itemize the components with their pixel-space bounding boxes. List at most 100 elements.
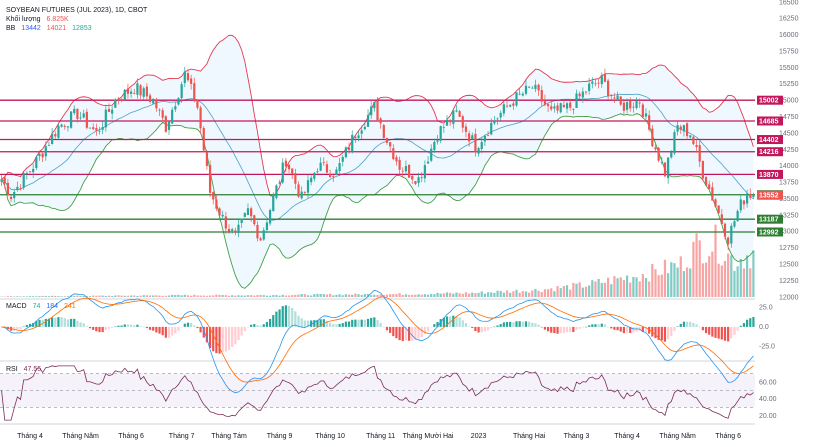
macd-histogram-bar bbox=[303, 320, 306, 327]
macd-tick-label: 0.0 bbox=[759, 324, 769, 331]
candle-body bbox=[483, 135, 487, 142]
macd-histogram-bar bbox=[464, 323, 468, 327]
volume-bar bbox=[480, 291, 483, 297]
candle-body bbox=[543, 100, 547, 105]
candle-body bbox=[363, 126, 366, 130]
macd-histogram-bar bbox=[13, 326, 16, 331]
macd-histogram-bar bbox=[6, 326, 10, 330]
candle-body bbox=[578, 93, 581, 97]
candle-body bbox=[420, 177, 423, 179]
candle-body bbox=[224, 216, 227, 229]
volume-bar bbox=[6, 296, 10, 297]
volume-bar bbox=[205, 295, 209, 297]
candle-body bbox=[183, 71, 186, 84]
price-tick-label: 12500 bbox=[779, 262, 799, 269]
macd-histogram-bar bbox=[559, 326, 562, 333]
symbol-title[interactable]: SOYBEAN FUTURES (JUL 2023), 1D, CBOT bbox=[6, 6, 147, 15]
volume-legend-label: Khối lượng bbox=[6, 16, 41, 23]
volume-bar bbox=[581, 287, 584, 297]
volume-bar bbox=[234, 295, 237, 297]
bb-lower-value: 12853 bbox=[72, 25, 92, 32]
macd-histogram-bar bbox=[629, 326, 632, 333]
candle-body bbox=[120, 98, 123, 101]
volume-bar bbox=[695, 233, 698, 297]
candle-body bbox=[442, 127, 445, 129]
volume-bar bbox=[313, 294, 316, 297]
volume-bar bbox=[104, 295, 107, 297]
macd-histogram-bar bbox=[594, 324, 597, 327]
volume-bar bbox=[69, 295, 73, 297]
macd-histogram-bar bbox=[310, 320, 313, 327]
volume-bar bbox=[126, 295, 130, 297]
candle-body bbox=[641, 104, 644, 118]
macd-histogram-bar bbox=[351, 319, 354, 327]
macd-histogram-bar bbox=[717, 326, 720, 339]
volume-bar bbox=[752, 250, 755, 297]
macd-histogram-bar bbox=[363, 319, 366, 327]
macd-histogram-bar bbox=[22, 326, 25, 328]
candle-body bbox=[174, 106, 177, 110]
volume-bar bbox=[123, 295, 126, 297]
volume-bar bbox=[224, 295, 227, 297]
candle-body bbox=[272, 195, 275, 211]
macd-histogram-bar bbox=[537, 324, 540, 327]
macd-pane: 25.0 0.0 -25.0 bbox=[0, 289, 775, 394]
candle-body bbox=[38, 153, 41, 157]
macd-histogram-bar bbox=[123, 324, 126, 327]
macd-histogram-bar bbox=[76, 320, 79, 327]
candle-body bbox=[28, 171, 32, 173]
volume-bar bbox=[477, 292, 480, 297]
candle-body bbox=[332, 176, 335, 177]
volume-bar bbox=[458, 293, 461, 297]
macd-histogram-bar bbox=[392, 326, 395, 337]
candle-body bbox=[723, 223, 727, 237]
volume-bar bbox=[641, 274, 644, 297]
macd-histogram-bar bbox=[212, 326, 215, 352]
volume-bar bbox=[190, 295, 193, 297]
time-tick-label: 2023 bbox=[471, 433, 487, 440]
candle-body bbox=[76, 108, 79, 119]
volume-bar bbox=[57, 296, 60, 297]
candle-body bbox=[720, 214, 723, 225]
candle-body bbox=[95, 127, 98, 131]
macd-histogram-bar bbox=[250, 324, 253, 327]
bb-upper-value: 14021 bbox=[46, 25, 67, 32]
macd-histogram-bar bbox=[477, 326, 480, 333]
volume-bar bbox=[284, 295, 287, 297]
macd-histogram-bar bbox=[126, 324, 130, 327]
candle-body bbox=[490, 122, 493, 135]
time-tick-label: Tháng Hai bbox=[513, 433, 546, 440]
volume-bar bbox=[452, 293, 455, 297]
volume-bar bbox=[483, 293, 487, 297]
macd-histogram-bar bbox=[370, 317, 373, 327]
volume-bar bbox=[22, 296, 25, 297]
candle-body bbox=[44, 146, 47, 157]
macd-histogram-bar bbox=[433, 324, 436, 327]
time-tick-label: Tháng 4 bbox=[614, 433, 640, 440]
volume-bar bbox=[316, 293, 319, 297]
price-tag bbox=[757, 95, 783, 105]
candle-body bbox=[344, 147, 348, 158]
candle-body bbox=[126, 88, 130, 94]
volume-bar bbox=[139, 295, 142, 297]
volume-bar bbox=[430, 293, 433, 297]
volume-bar bbox=[171, 294, 174, 297]
candle-body bbox=[231, 229, 234, 231]
macd-histogram-bar bbox=[180, 326, 183, 328]
volume-bar bbox=[237, 295, 240, 297]
macd-histogram-bar bbox=[256, 325, 259, 327]
macd-histogram-bar bbox=[167, 326, 171, 338]
volume-bar bbox=[692, 241, 695, 297]
macd-histogram-bar bbox=[742, 323, 746, 327]
macd-histogram-bar bbox=[521, 321, 524, 327]
candle-body bbox=[205, 151, 209, 166]
time-tick-label: Tháng Tám bbox=[211, 433, 247, 440]
volume-bar bbox=[63, 296, 66, 297]
volume-bar bbox=[366, 293, 370, 297]
price-tick-label: 13000 bbox=[779, 229, 799, 236]
volume-bar bbox=[704, 262, 708, 297]
candle-body bbox=[528, 86, 531, 88]
candle-body bbox=[423, 165, 426, 179]
candle-body bbox=[749, 194, 752, 198]
